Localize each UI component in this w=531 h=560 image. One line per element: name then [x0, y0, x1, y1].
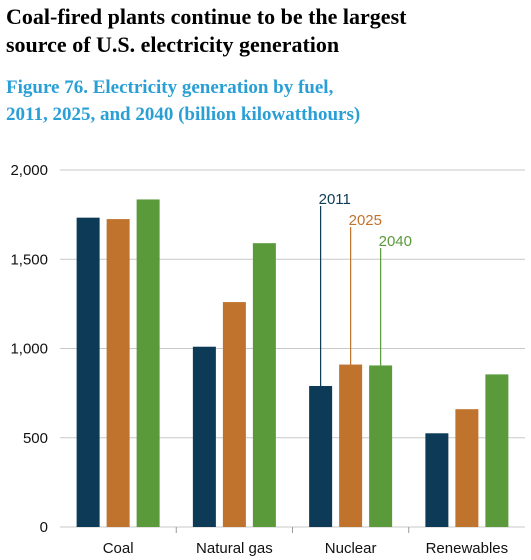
bar	[339, 364, 363, 527]
x-tick-label: Nuclear	[325, 540, 377, 557]
y-tick-label: 1,000	[10, 341, 48, 358]
y-tick-label: 1,500	[10, 251, 48, 268]
x-tick-label: Coal	[103, 540, 134, 557]
bar	[309, 385, 333, 527]
chart-subtitle: 2011, 2025, and 2040 (billion kilowattho…	[6, 104, 360, 125]
chart-subtitle: Figure 76. Electricity generation by fue…	[6, 77, 334, 98]
legend-label: 2011	[319, 191, 351, 208]
legend-label: 2025	[349, 212, 382, 229]
bar	[485, 374, 509, 527]
bar	[222, 302, 246, 527]
x-tick-label: Renewables	[426, 540, 509, 557]
chart-title: source of U.S. electricity generation	[6, 32, 339, 57]
bar	[425, 433, 449, 527]
bar	[192, 346, 216, 527]
bar	[106, 219, 130, 527]
y-tick-label: 0	[40, 519, 48, 536]
bar	[252, 243, 276, 527]
bar	[369, 365, 393, 527]
x-tick-label: Natural gas	[196, 540, 273, 557]
legend-label: 2040	[379, 233, 412, 250]
bar	[136, 199, 160, 527]
chart-title: Coal-fired plants continue to be the lar…	[6, 4, 407, 29]
y-tick-label: 2,000	[10, 162, 48, 179]
y-tick-label: 500	[23, 430, 48, 447]
bar	[455, 409, 479, 527]
bar	[76, 217, 100, 528]
